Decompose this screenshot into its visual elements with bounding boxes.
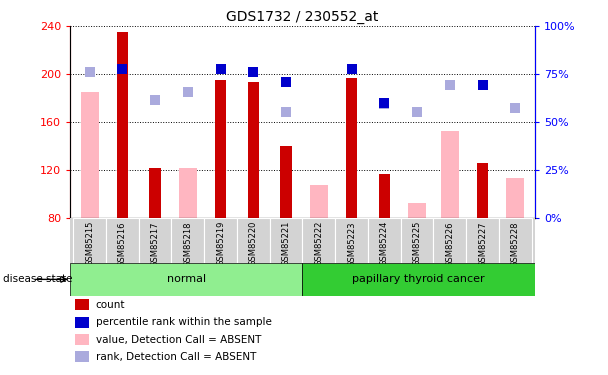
Bar xyxy=(75,299,89,310)
Bar xyxy=(379,174,390,217)
Text: GSM85216: GSM85216 xyxy=(118,221,127,267)
Point xyxy=(85,69,94,75)
Point xyxy=(379,101,389,107)
Point xyxy=(347,66,356,72)
Title: GDS1732 / 230552_at: GDS1732 / 230552_at xyxy=(226,10,379,24)
Text: value, Detection Call = ABSENT: value, Detection Call = ABSENT xyxy=(95,334,261,345)
Text: GSM85227: GSM85227 xyxy=(478,221,487,267)
Bar xyxy=(117,32,128,218)
Bar xyxy=(477,162,488,218)
Text: papillary thyroid cancer: papillary thyroid cancer xyxy=(353,274,485,284)
Bar xyxy=(335,217,368,262)
Bar xyxy=(204,217,237,262)
Point xyxy=(478,82,488,88)
Bar xyxy=(408,203,426,217)
Bar xyxy=(179,168,197,217)
Text: GSM85215: GSM85215 xyxy=(85,221,94,267)
Point xyxy=(183,89,193,95)
Bar xyxy=(302,217,335,262)
Text: GSM85226: GSM85226 xyxy=(446,221,454,267)
Bar xyxy=(302,262,535,296)
Bar xyxy=(139,217,171,262)
Text: GSM85223: GSM85223 xyxy=(347,221,356,267)
Bar xyxy=(441,132,459,218)
Text: normal: normal xyxy=(167,274,206,284)
Bar xyxy=(368,217,401,262)
Text: GSM85220: GSM85220 xyxy=(249,221,258,267)
Bar xyxy=(81,92,98,218)
Text: GSM85219: GSM85219 xyxy=(216,221,225,267)
Bar xyxy=(280,146,292,218)
Bar xyxy=(270,217,303,262)
Point xyxy=(379,100,389,106)
Text: GSM85228: GSM85228 xyxy=(511,221,520,267)
Bar xyxy=(237,217,270,262)
Bar xyxy=(70,217,535,262)
Point xyxy=(150,98,160,104)
Bar xyxy=(75,334,89,345)
Point xyxy=(282,110,291,116)
Bar xyxy=(75,351,89,362)
Point xyxy=(117,66,127,72)
Bar xyxy=(75,317,89,328)
Point xyxy=(249,69,258,75)
Bar xyxy=(70,262,302,296)
Bar xyxy=(346,78,358,218)
Bar xyxy=(434,217,466,262)
Text: GSM85221: GSM85221 xyxy=(282,221,291,267)
Point xyxy=(511,105,520,111)
Bar xyxy=(506,178,524,218)
Bar xyxy=(73,217,106,262)
Bar xyxy=(499,217,532,262)
Text: GSM85222: GSM85222 xyxy=(314,221,323,267)
Bar xyxy=(310,185,328,218)
Bar xyxy=(401,217,434,262)
Bar xyxy=(171,217,204,262)
Text: rank, Detection Call = ABSENT: rank, Detection Call = ABSENT xyxy=(95,352,256,362)
Text: GSM85217: GSM85217 xyxy=(151,221,159,267)
Text: GSM85218: GSM85218 xyxy=(184,221,192,267)
Text: percentile rank within the sample: percentile rank within the sample xyxy=(95,317,271,327)
Bar xyxy=(150,168,161,217)
Bar xyxy=(106,217,139,262)
Text: GSM85224: GSM85224 xyxy=(380,221,389,267)
Bar xyxy=(215,80,226,218)
Bar xyxy=(247,82,259,218)
Point xyxy=(282,80,291,86)
Point xyxy=(412,110,422,116)
Text: disease state: disease state xyxy=(3,274,72,284)
Point xyxy=(445,82,455,88)
Text: GSM85225: GSM85225 xyxy=(413,221,421,267)
Text: count: count xyxy=(95,300,125,310)
Point xyxy=(216,66,226,72)
Bar xyxy=(466,217,499,262)
